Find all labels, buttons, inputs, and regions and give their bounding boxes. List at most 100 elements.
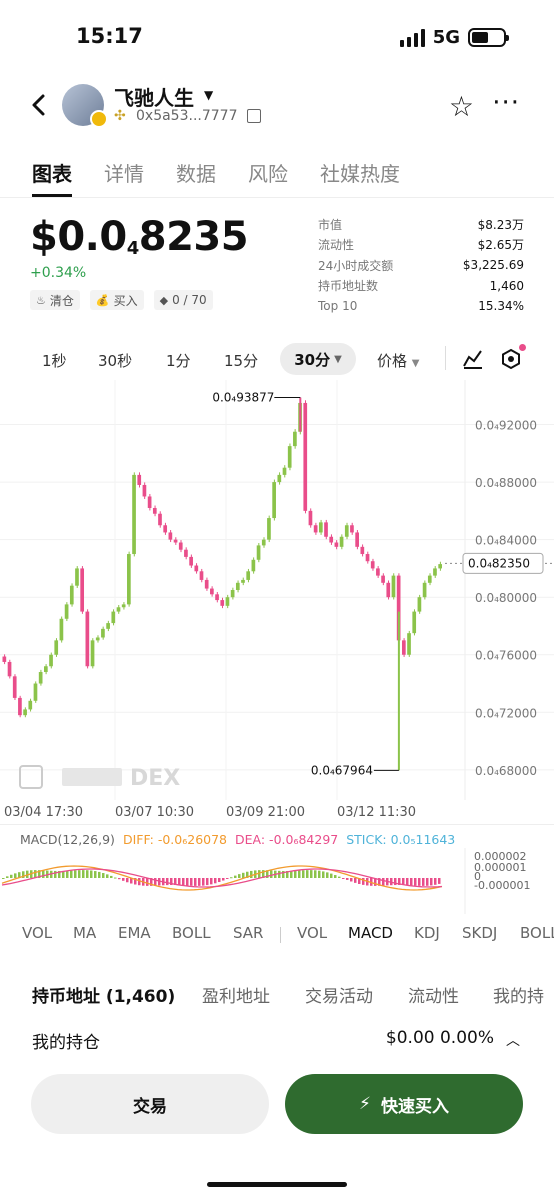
y-tick-label: 0.0₄76000 (475, 649, 537, 663)
candle (386, 582, 391, 598)
y-tick-label: 0.0₄92000 (475, 419, 537, 433)
home-indicator (207, 1182, 347, 1187)
back-arrow-icon[interactable] (28, 92, 50, 118)
macd-label: MACD(12,26,9) (20, 832, 115, 847)
main-tabs: 图表 详情 数据 风险 社媒热度 (0, 150, 554, 198)
interval-1m[interactable]: 1分 (166, 352, 191, 370)
macd-bar (90, 870, 93, 878)
candle (28, 700, 33, 710)
macd-bar (6, 876, 9, 878)
interval-selected[interactable]: 30分 ▼ (280, 343, 356, 375)
candle (210, 588, 214, 595)
candle (376, 568, 380, 576)
candle (163, 525, 168, 533)
ind-skdj[interactable]: SKDJ (462, 924, 498, 942)
tab-my-holdings[interactable]: 我的持 (493, 987, 544, 1007)
candle (49, 654, 53, 667)
chip-buy[interactable]: 💰 买入 (89, 290, 144, 310)
token-name[interactable]: 飞驰人生 (114, 86, 194, 110)
candle (324, 522, 328, 537)
candle (427, 575, 432, 583)
ind-vol-sub[interactable]: VOL (297, 924, 328, 942)
candle (293, 431, 297, 447)
tab-social[interactable]: 社媒热度 (320, 162, 400, 186)
tab-details[interactable]: 详情 (104, 162, 144, 186)
tab-activity[interactable]: 交易活动 (305, 987, 373, 1007)
candle (277, 474, 282, 483)
tab-risk[interactable]: 风险 (248, 162, 288, 186)
chip-clear[interactable]: ♨ 清仓 (30, 290, 80, 310)
macd-bar (318, 870, 321, 878)
ind-macd[interactable]: MACD (348, 924, 393, 942)
chevron-up-icon[interactable]: ︿ (506, 1033, 520, 1049)
candle (350, 525, 354, 533)
candle (329, 536, 334, 543)
macd-bar (414, 878, 417, 886)
macd-dea: DEA: -0.0₆84297 (235, 832, 339, 847)
my-holding-row[interactable]: 我的持仓 $0.00 0.00% ︿ (0, 1028, 554, 1053)
macd-bar (126, 878, 129, 883)
ind-sar[interactable]: SAR (233, 924, 264, 942)
candle (33, 683, 38, 701)
star-icon[interactable]: ☆ (448, 90, 474, 123)
candle (101, 628, 105, 638)
trade-button[interactable]: 交易 (31, 1074, 269, 1134)
tab-profit-holders[interactable]: 盈利地址 (202, 987, 270, 1007)
candle (261, 539, 266, 546)
chevron-down-icon[interactable]: ▼ (204, 88, 214, 102)
candle (220, 600, 225, 606)
high-price-label: 0.0₄93877 (212, 391, 274, 405)
interval-1s[interactable]: 1秒 (42, 352, 67, 370)
candle (417, 597, 422, 612)
ind-boll-sub[interactable]: BOLL (520, 924, 554, 942)
candle (199, 571, 204, 580)
ind-vol[interactable]: VOL (22, 924, 53, 942)
candle (313, 525, 318, 533)
macd-bar (262, 870, 265, 878)
indicator-icon[interactable] (462, 348, 484, 370)
macd-bar (182, 878, 185, 886)
lightning-icon: ⚡ (359, 1094, 371, 1114)
ind-kdj[interactable]: KDJ (414, 924, 440, 942)
ind-ma[interactable]: MA (73, 924, 97, 942)
candle (75, 568, 79, 586)
macd-bar (10, 874, 13, 878)
macd-diff-line (1, 865, 443, 891)
macd-bar (342, 878, 345, 879)
y-tick-label: 0.0₄84000 (475, 534, 537, 548)
candle (147, 496, 152, 508)
candle (225, 597, 230, 606)
ind-boll[interactable]: BOLL (172, 924, 211, 942)
macd-bar (54, 870, 57, 878)
macd-bar (434, 878, 437, 885)
token-avatar[interactable] (62, 84, 108, 128)
settings-hex-icon[interactable] (500, 348, 522, 370)
chip-score[interactable]: ◆ 0 / 70 (153, 290, 213, 310)
interval-30s[interactable]: 30秒 (98, 352, 133, 370)
macd-bar (326, 872, 329, 878)
tab-data[interactable]: 数据 (176, 162, 216, 186)
candlestick-chart[interactable]: 0.0₄92000 0.0₄88000 0.0₄84000 0.0₄80000 0.0₄… (0, 380, 554, 800)
macd-bar (130, 878, 133, 884)
macd-tick-label: -0.000001 (474, 879, 530, 892)
price-mode-select[interactable]: 价格 ▼ (377, 352, 420, 370)
copy-icon[interactable] (247, 109, 262, 123)
ind-ema[interactable]: EMA (118, 924, 151, 942)
more-icon[interactable]: ··· (492, 88, 520, 118)
macd-bar (66, 870, 69, 878)
macd-bar (250, 870, 253, 878)
interval-15m[interactable]: 15分 (224, 352, 259, 370)
macd-bar (282, 870, 285, 878)
candle (168, 532, 173, 540)
candle (282, 467, 287, 475)
macd-bar (234, 875, 237, 878)
tab-holders[interactable]: 持币地址 (1,460) (32, 987, 176, 1007)
macd-bar (38, 870, 41, 878)
tab-underline (32, 194, 72, 197)
tab-liquidity[interactable]: 流动性 (408, 987, 459, 1007)
stat-row: 24小时成交额 $3,225.69 (318, 258, 524, 273)
chef-hat-icon: ♨ (36, 293, 46, 307)
indicator-tabs: VOL MA EMA BOLL SAR VOL MACD KDJ SKDJ BO… (0, 924, 554, 948)
tab-chart[interactable]: 图表 (32, 162, 72, 186)
quick-buy-button[interactable]: ⚡ 快速买入 (285, 1074, 523, 1134)
